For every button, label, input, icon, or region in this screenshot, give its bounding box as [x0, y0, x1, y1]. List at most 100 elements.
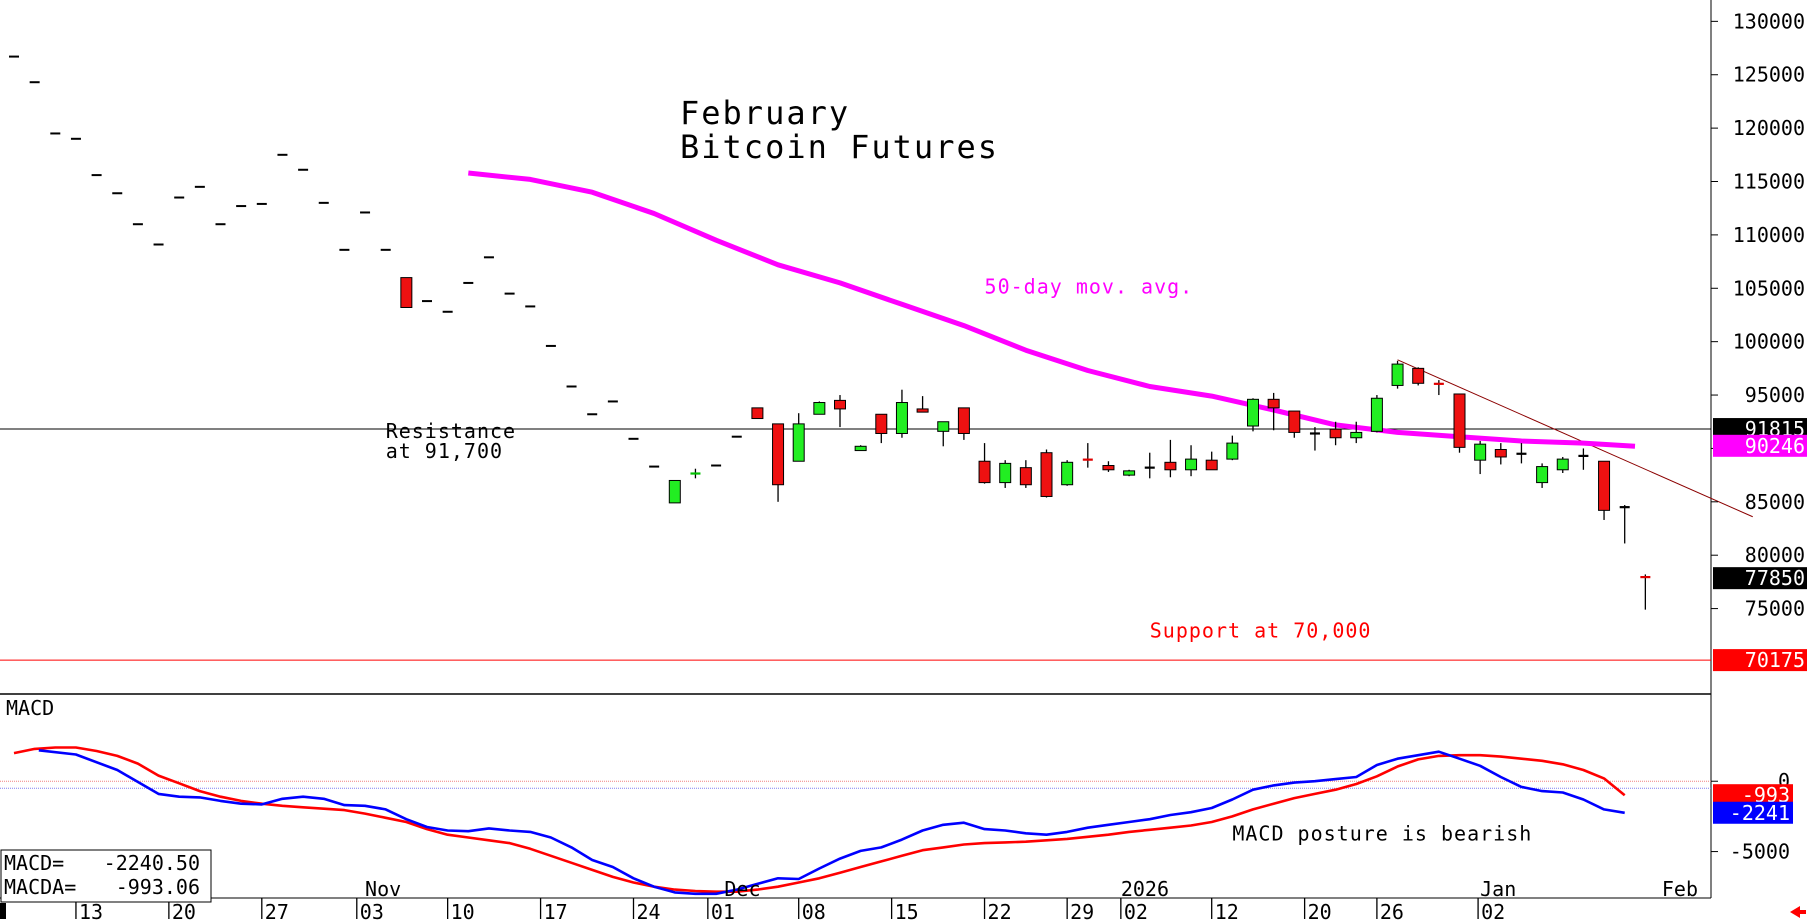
price-tag — [1713, 567, 1807, 590]
scroll-left-arrow-icon — [1790, 906, 1806, 918]
macda-readout-value: -993.06 — [116, 875, 200, 899]
price-tag — [1713, 418, 1807, 441]
price-axis-label: 125000 — [1733, 63, 1805, 87]
candle-body — [1288, 410, 1301, 433]
candle-body — [916, 408, 929, 413]
x-axis-day-label: 15 — [895, 900, 919, 921]
candle-body — [1453, 393, 1466, 448]
x-axis-month-label: Jan — [1480, 877, 1516, 901]
candle-body — [1412, 367, 1425, 384]
macda-readout-label: MACDA= — [4, 875, 76, 899]
x-axis-day-label: 02 — [1481, 900, 1505, 921]
chart-title-line-2: Bitcoin Futures — [680, 128, 999, 166]
price-tag-label: 77850 — [1745, 566, 1805, 590]
x-axis-day-label: 12 — [1215, 900, 1239, 921]
x-axis-day-label: 17 — [544, 900, 568, 921]
x-axis-day-label: 01 — [711, 900, 735, 921]
candle-body — [1370, 397, 1383, 432]
price-axis-label: 80000 — [1745, 543, 1805, 567]
price-tag-label: 70175 — [1745, 648, 1805, 672]
x-axis-day-label: 20 — [172, 900, 196, 921]
macd-value-tag — [1713, 784, 1793, 807]
candle-body — [854, 445, 867, 452]
candle-body — [1040, 452, 1053, 497]
candle-body — [668, 479, 681, 504]
price-axis-label: 130000 — [1733, 9, 1805, 33]
candle-body — [1226, 442, 1239, 460]
candle-body — [1267, 398, 1280, 409]
horizontal-lines — [0, 428, 1711, 661]
price-axis-label: 75000 — [1745, 597, 1805, 621]
x-axis-day-label: 22 — [988, 900, 1012, 921]
candle-body — [937, 421, 950, 432]
macd-value-tag-label: -2241 — [1730, 801, 1790, 825]
x-axis-day-label: 08 — [802, 900, 826, 921]
moving-average-line — [468, 170, 1636, 449]
resistance-trendline — [1397, 359, 1753, 518]
price-axis-label: 105000 — [1733, 276, 1805, 300]
candle-body — [813, 402, 826, 415]
annotations-layer: February Bitcoin Futures MACD Resistance… — [6, 94, 1372, 720]
chart-frame — [0, 0, 1712, 919]
x-axis-day-label: 26 — [1380, 900, 1404, 921]
candle-body — [834, 399, 846, 410]
candle-body — [875, 413, 888, 434]
x-axis-month-label: Nov — [365, 877, 401, 901]
candle-body — [1247, 398, 1259, 427]
candle-body — [1391, 363, 1404, 386]
candle-body — [1474, 443, 1487, 461]
macd-readout-value: -2240.50 — [104, 851, 200, 875]
chart-annotation: Support at 70,000 — [1150, 618, 1372, 642]
x-axis-month-label: 2026 — [1121, 877, 1169, 901]
candle-body — [1019, 467, 1032, 486]
x-axis-day-label: 13 — [79, 900, 103, 921]
candle-body — [895, 402, 908, 434]
macd-axis-label: -5000 — [1730, 840, 1790, 864]
price-axis-label: 110000 — [1733, 223, 1805, 247]
x-axis-month-label: Dec — [724, 877, 760, 901]
price-tag — [1713, 649, 1807, 672]
x-axis-day-label: 27 — [265, 900, 289, 921]
chart-annotation: 50-day mov. avg. — [985, 275, 1194, 299]
macd-readout-box: MACD= -2240.50 MACDA= -993.06 — [0, 849, 212, 903]
moving-average-layer — [468, 170, 1636, 449]
trendline-layer — [1397, 359, 1753, 518]
candle-body — [1329, 428, 1342, 439]
candle-body — [1102, 465, 1115, 471]
candle-body — [772, 423, 785, 486]
price-axis-label: 120000 — [1733, 116, 1805, 140]
x-axis-day-label: 03 — [360, 900, 384, 921]
macd-signal-line — [13, 746, 1626, 893]
scroll-marker — [0, 903, 6, 919]
chart-title-line-1: February — [680, 94, 850, 132]
price-axis-label: 100000 — [1733, 330, 1805, 354]
candle-body — [1556, 458, 1569, 471]
macd-line — [38, 749, 1625, 896]
candle-body — [792, 423, 805, 462]
candle-body — [1598, 460, 1611, 511]
candle-body — [1536, 466, 1549, 484]
price-axis-label: 85000 — [1745, 490, 1805, 514]
candle-body — [400, 277, 413, 308]
macd-readout-label: MACD= — [4, 851, 64, 875]
x-axis-day-label: 29 — [1070, 900, 1094, 921]
candle-body — [1123, 470, 1136, 476]
x-axis-day-label: 02 — [1124, 900, 1148, 921]
candle-body — [1494, 448, 1507, 458]
candle-body — [1205, 459, 1218, 471]
chart-annotation: Resistance — [386, 419, 516, 443]
price-tag — [1713, 434, 1807, 457]
price-axis: 130000 125000 120000 115000 110000 105000 1000… — [1711, 9, 1807, 672]
price-axis-label: 115000 — [1733, 170, 1805, 194]
x-axis-day-label: 20 — [1308, 900, 1332, 921]
candle-body — [1350, 431, 1363, 439]
chart-annotation: at 91,700 — [386, 439, 503, 463]
candle-body — [999, 462, 1012, 484]
x-axis-month-label: Feb — [1662, 877, 1698, 901]
macd-panel-title: MACD — [6, 696, 54, 720]
candle-body — [1061, 461, 1074, 486]
candle-body — [957, 407, 970, 434]
